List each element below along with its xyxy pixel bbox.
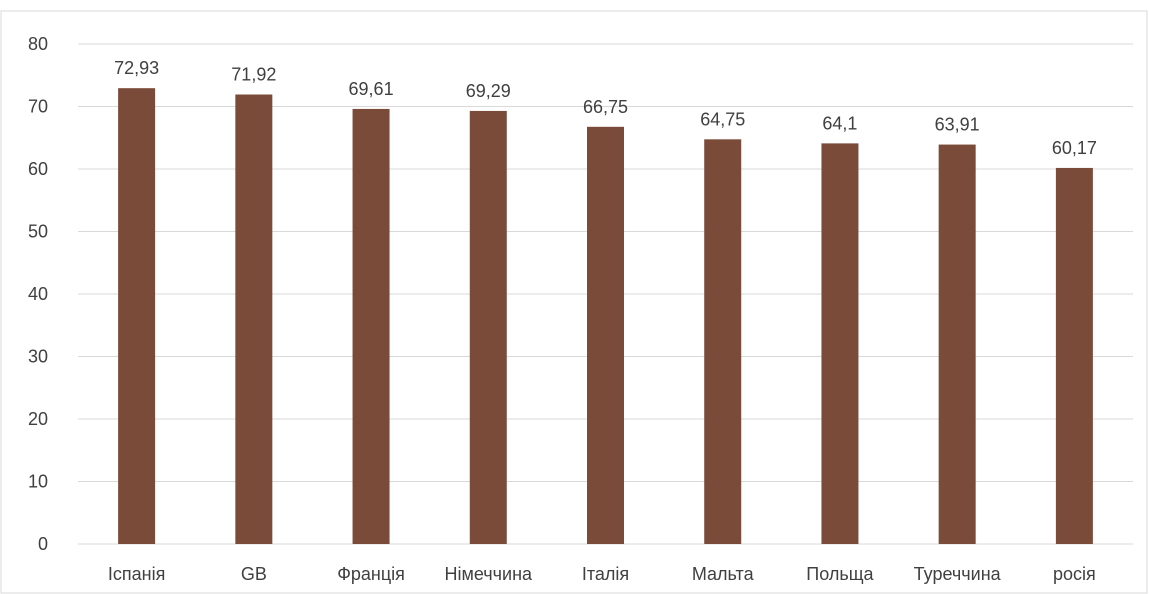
x-category-label: Франція	[337, 564, 405, 584]
x-category-label: Туреччина	[914, 564, 1002, 584]
bar	[352, 108, 390, 544]
bar	[469, 110, 507, 544]
x-category-label: Німеччина	[444, 564, 533, 584]
y-tick-label: 0	[38, 534, 48, 554]
x-category-label: Польща	[806, 564, 874, 584]
y-tick-label: 50	[28, 222, 48, 242]
bar	[235, 94, 273, 544]
x-category-label: Італія	[582, 564, 629, 584]
data-label: 64,1	[822, 113, 857, 133]
data-label: 66,75	[583, 97, 628, 117]
data-label: 63,91	[935, 115, 980, 135]
data-label: 71,92	[231, 65, 276, 85]
bar	[704, 139, 742, 544]
bars	[118, 88, 1093, 544]
y-tick-label: 60	[28, 159, 48, 179]
x-category-label: росія	[1053, 564, 1096, 584]
data-label: 64,75	[700, 109, 745, 129]
data-label: 60,17	[1052, 138, 1097, 158]
bar	[938, 144, 976, 544]
y-tick-label: 20	[28, 409, 48, 429]
bar	[587, 126, 624, 544]
bar	[1055, 167, 1093, 544]
data-label: 69,29	[466, 81, 511, 101]
y-axis-tick-labels: 0 10 20 30 40 50 60 70 80	[28, 34, 48, 554]
y-tick-label: 10	[28, 472, 48, 492]
y-tick-label: 70	[28, 97, 48, 117]
x-axis-category-labels: Іспанія GB Франція Німеччина Італія Мальта Пол…	[108, 564, 1096, 584]
x-category-label: Мальта	[692, 564, 755, 584]
x-category-label: Іспанія	[108, 564, 165, 584]
y-tick-label: 80	[28, 34, 48, 54]
x-category-label: GB	[241, 564, 267, 584]
y-tick-label: 30	[28, 347, 48, 367]
data-label: 72,93	[114, 58, 159, 78]
bar	[118, 88, 156, 544]
y-tick-label: 40	[28, 284, 48, 304]
bar	[821, 143, 859, 544]
data-labels: 72,93 71,92 69,61 69,29 66,75 64,75 64,1 63,91 6…	[114, 58, 1097, 158]
data-label: 69,61	[349, 79, 394, 99]
